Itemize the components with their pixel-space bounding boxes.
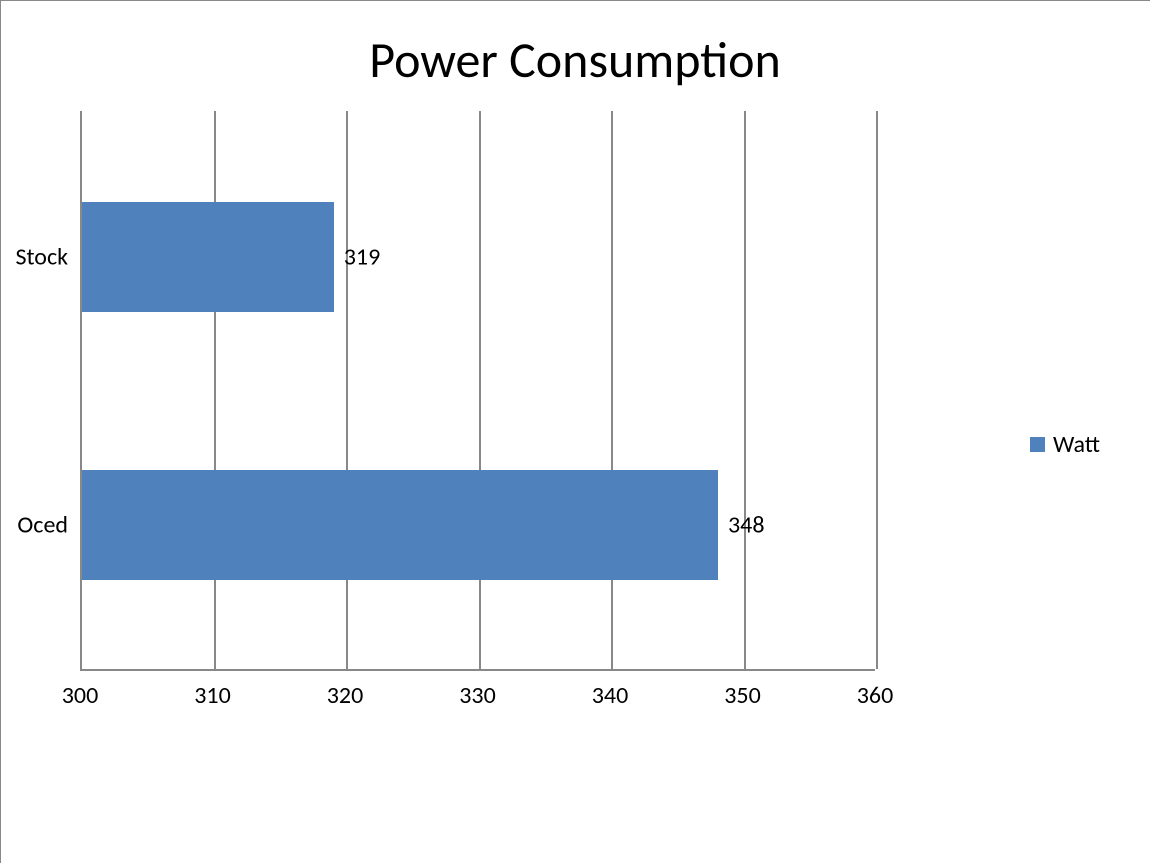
legend-swatch xyxy=(1030,437,1045,452)
x-axis-label: 350 xyxy=(724,681,761,710)
grid-line xyxy=(744,111,746,669)
chart-title: Power Consumption xyxy=(0,30,1150,91)
x-axis-label: 330 xyxy=(459,681,496,710)
chart-container: Power Consumption 319 348 Stock Oced 300 31… xyxy=(0,30,1150,721)
grid-line xyxy=(214,111,216,669)
bar-oced: 348 xyxy=(82,470,718,580)
x-axis-label: 340 xyxy=(592,681,629,710)
x-axis-label: 360 xyxy=(857,681,894,710)
grid-line xyxy=(346,111,348,669)
x-axis-label: 300 xyxy=(62,681,99,710)
bar-value-label: 319 xyxy=(344,242,381,271)
legend-text: Watt xyxy=(1053,430,1100,459)
x-axis-label: 320 xyxy=(327,681,364,710)
x-axis-label: 310 xyxy=(194,681,231,710)
bar-value-label: 348 xyxy=(728,511,765,540)
plot-wrap: 319348 StockOced xyxy=(80,111,875,671)
legend: Watt xyxy=(1030,430,1100,459)
x-axis-labels: 300310320330340350360 xyxy=(80,681,875,721)
y-axis-label: Stock xyxy=(15,242,68,271)
grid-line xyxy=(611,111,613,669)
grid-line xyxy=(876,111,878,669)
grid-line xyxy=(479,111,481,669)
plot-area: 319 348 xyxy=(80,111,875,671)
bar-stock: 319 xyxy=(82,202,334,312)
chart-body: 319 348 Stock Oced xyxy=(0,111,1150,671)
y-axis-label: Oced xyxy=(17,511,68,540)
